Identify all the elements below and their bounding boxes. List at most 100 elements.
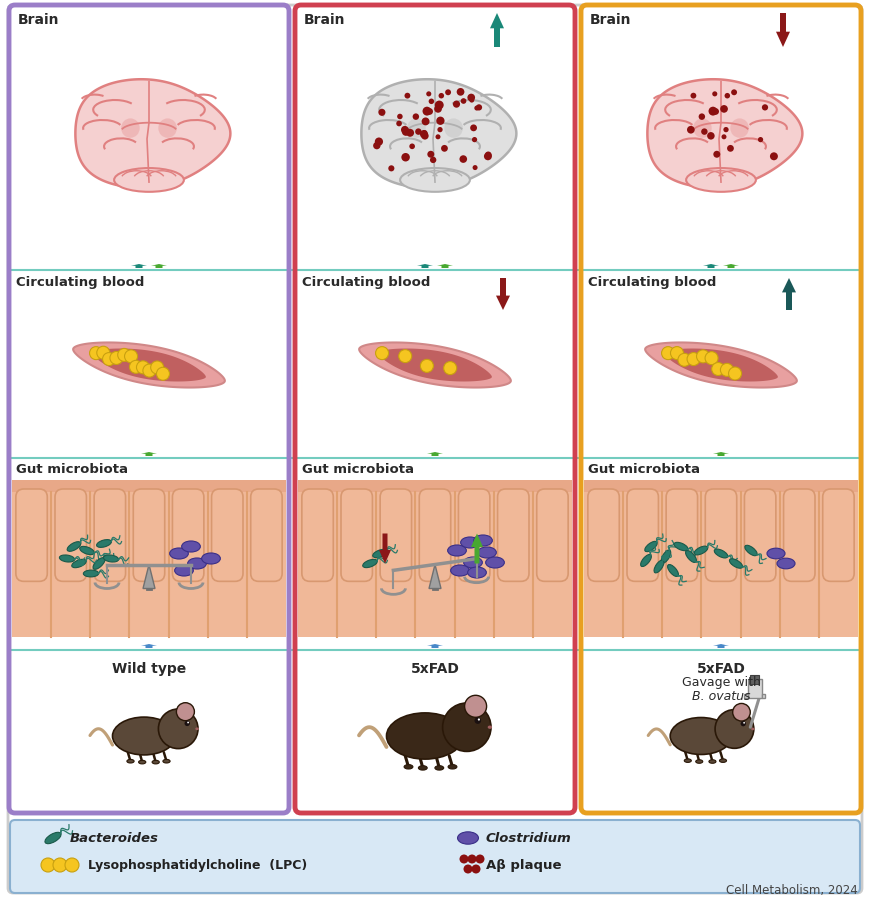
Ellipse shape (640, 554, 651, 566)
Polygon shape (378, 348, 491, 382)
FancyBboxPatch shape (419, 489, 450, 581)
Polygon shape (92, 348, 206, 382)
Circle shape (696, 350, 709, 363)
Circle shape (375, 138, 382, 146)
Ellipse shape (103, 555, 118, 562)
Ellipse shape (386, 713, 463, 759)
Circle shape (435, 134, 440, 140)
Circle shape (720, 364, 733, 376)
Circle shape (732, 704, 749, 721)
Circle shape (698, 113, 704, 120)
Circle shape (434, 101, 443, 110)
Circle shape (469, 124, 476, 131)
Ellipse shape (744, 545, 756, 555)
Ellipse shape (112, 717, 176, 755)
Circle shape (700, 129, 706, 135)
Bar (583, 480, 857, 492)
Circle shape (769, 152, 777, 160)
Ellipse shape (169, 548, 188, 559)
Ellipse shape (477, 547, 496, 558)
Ellipse shape (407, 119, 425, 138)
Ellipse shape (67, 542, 81, 552)
Circle shape (96, 346, 109, 359)
Text: Cell Metabolism, 2024: Cell Metabolism, 2024 (726, 884, 857, 897)
Circle shape (474, 717, 481, 724)
Ellipse shape (766, 548, 784, 559)
Bar (298, 480, 571, 637)
Polygon shape (470, 534, 482, 563)
Ellipse shape (403, 765, 413, 769)
FancyBboxPatch shape (627, 489, 658, 581)
Polygon shape (781, 278, 795, 310)
Text: Brain: Brain (589, 13, 631, 27)
Circle shape (461, 98, 466, 104)
Bar (761, 694, 765, 698)
FancyBboxPatch shape (380, 489, 411, 581)
Circle shape (761, 104, 767, 111)
Ellipse shape (728, 559, 742, 568)
Ellipse shape (695, 760, 702, 763)
FancyBboxPatch shape (172, 489, 203, 581)
Circle shape (176, 703, 194, 721)
Circle shape (468, 97, 474, 103)
Polygon shape (495, 278, 509, 310)
Text: 5xFAD: 5xFAD (410, 662, 459, 676)
Ellipse shape (460, 537, 479, 548)
Circle shape (398, 349, 411, 363)
Ellipse shape (372, 549, 387, 558)
Circle shape (722, 127, 728, 132)
Circle shape (420, 130, 428, 138)
Circle shape (408, 143, 415, 149)
Circle shape (467, 854, 476, 863)
Circle shape (422, 107, 431, 115)
Ellipse shape (175, 565, 193, 576)
Circle shape (375, 346, 388, 360)
Ellipse shape (660, 550, 670, 563)
Circle shape (156, 367, 169, 380)
Circle shape (388, 166, 394, 171)
FancyBboxPatch shape (783, 489, 814, 581)
Polygon shape (151, 264, 167, 268)
Circle shape (711, 363, 724, 375)
Circle shape (740, 721, 745, 726)
Ellipse shape (693, 119, 711, 138)
Circle shape (660, 346, 673, 360)
Polygon shape (436, 264, 453, 268)
Circle shape (187, 722, 189, 724)
Ellipse shape (188, 558, 206, 569)
FancyBboxPatch shape (133, 489, 164, 581)
Ellipse shape (686, 168, 755, 192)
Text: Gavage with: Gavage with (680, 676, 760, 689)
Polygon shape (131, 264, 147, 268)
Circle shape (720, 134, 726, 140)
Circle shape (404, 93, 410, 99)
FancyBboxPatch shape (744, 489, 775, 581)
FancyBboxPatch shape (55, 489, 86, 581)
Ellipse shape (444, 119, 462, 138)
Ellipse shape (750, 727, 753, 730)
Circle shape (443, 362, 456, 374)
Polygon shape (713, 644, 728, 648)
Ellipse shape (457, 832, 478, 844)
Circle shape (712, 108, 718, 115)
Ellipse shape (729, 119, 748, 138)
Circle shape (459, 854, 468, 863)
Circle shape (90, 346, 103, 360)
Circle shape (406, 129, 414, 137)
Text: Circulating blood: Circulating blood (587, 276, 715, 289)
Ellipse shape (776, 558, 794, 569)
Ellipse shape (83, 570, 98, 577)
Circle shape (158, 709, 198, 749)
Polygon shape (361, 79, 516, 188)
Ellipse shape (684, 759, 691, 762)
Circle shape (435, 117, 444, 125)
Ellipse shape (59, 555, 75, 562)
Ellipse shape (488, 725, 492, 729)
Ellipse shape (418, 766, 427, 770)
Polygon shape (143, 564, 155, 589)
Circle shape (434, 105, 441, 112)
Circle shape (427, 151, 434, 158)
Circle shape (412, 113, 419, 120)
Ellipse shape (448, 765, 456, 769)
Circle shape (714, 709, 753, 748)
